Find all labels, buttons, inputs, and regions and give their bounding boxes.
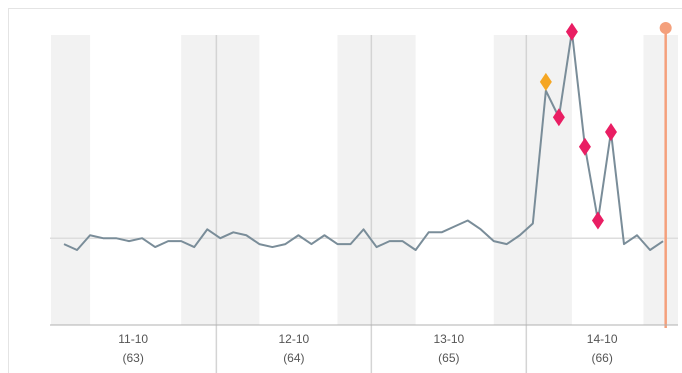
- x-tick-label: 14-10: [587, 332, 618, 346]
- weekend-bands: [50, 35, 678, 325]
- now-marker-handle: [659, 22, 672, 34]
- week-separators: [215, 35, 528, 373]
- x-tick-sublabel: (65): [438, 351, 459, 365]
- anomaly-marker-medium[interactable]: [539, 72, 552, 91]
- series-line: [63, 30, 664, 251]
- anomaly-marker-high[interactable]: [604, 123, 617, 141]
- x-tick-sublabel: (66): [591, 351, 612, 365]
- weekend-band: [643, 35, 678, 325]
- weekend-band: [493, 35, 572, 325]
- series: [63, 30, 664, 251]
- anomaly-marker-high[interactable]: [552, 108, 565, 127]
- anomaly-marker-high[interactable]: [578, 137, 591, 156]
- now-marker[interactable]: [659, 22, 672, 328]
- x-tick-sublabel: (64): [283, 351, 304, 365]
- x-axis: 11-10 (63) 12-10 (64) 13-10 (65) 14-10 (66): [50, 324, 678, 365]
- anomaly-marker-high[interactable]: [591, 211, 604, 230]
- weekend-band: [181, 35, 260, 325]
- x-tick-label: 11-10: [118, 332, 148, 346]
- x-tick-label: 13-10: [433, 332, 464, 346]
- x-tick-sublabel: (63): [123, 351, 144, 365]
- x-tick-label: 12-10: [279, 332, 310, 346]
- anomaly-markers: [539, 22, 617, 230]
- weekend-band: [337, 35, 416, 325]
- weekend-band: [50, 35, 91, 325]
- anomaly-marker-high[interactable]: [565, 22, 578, 41]
